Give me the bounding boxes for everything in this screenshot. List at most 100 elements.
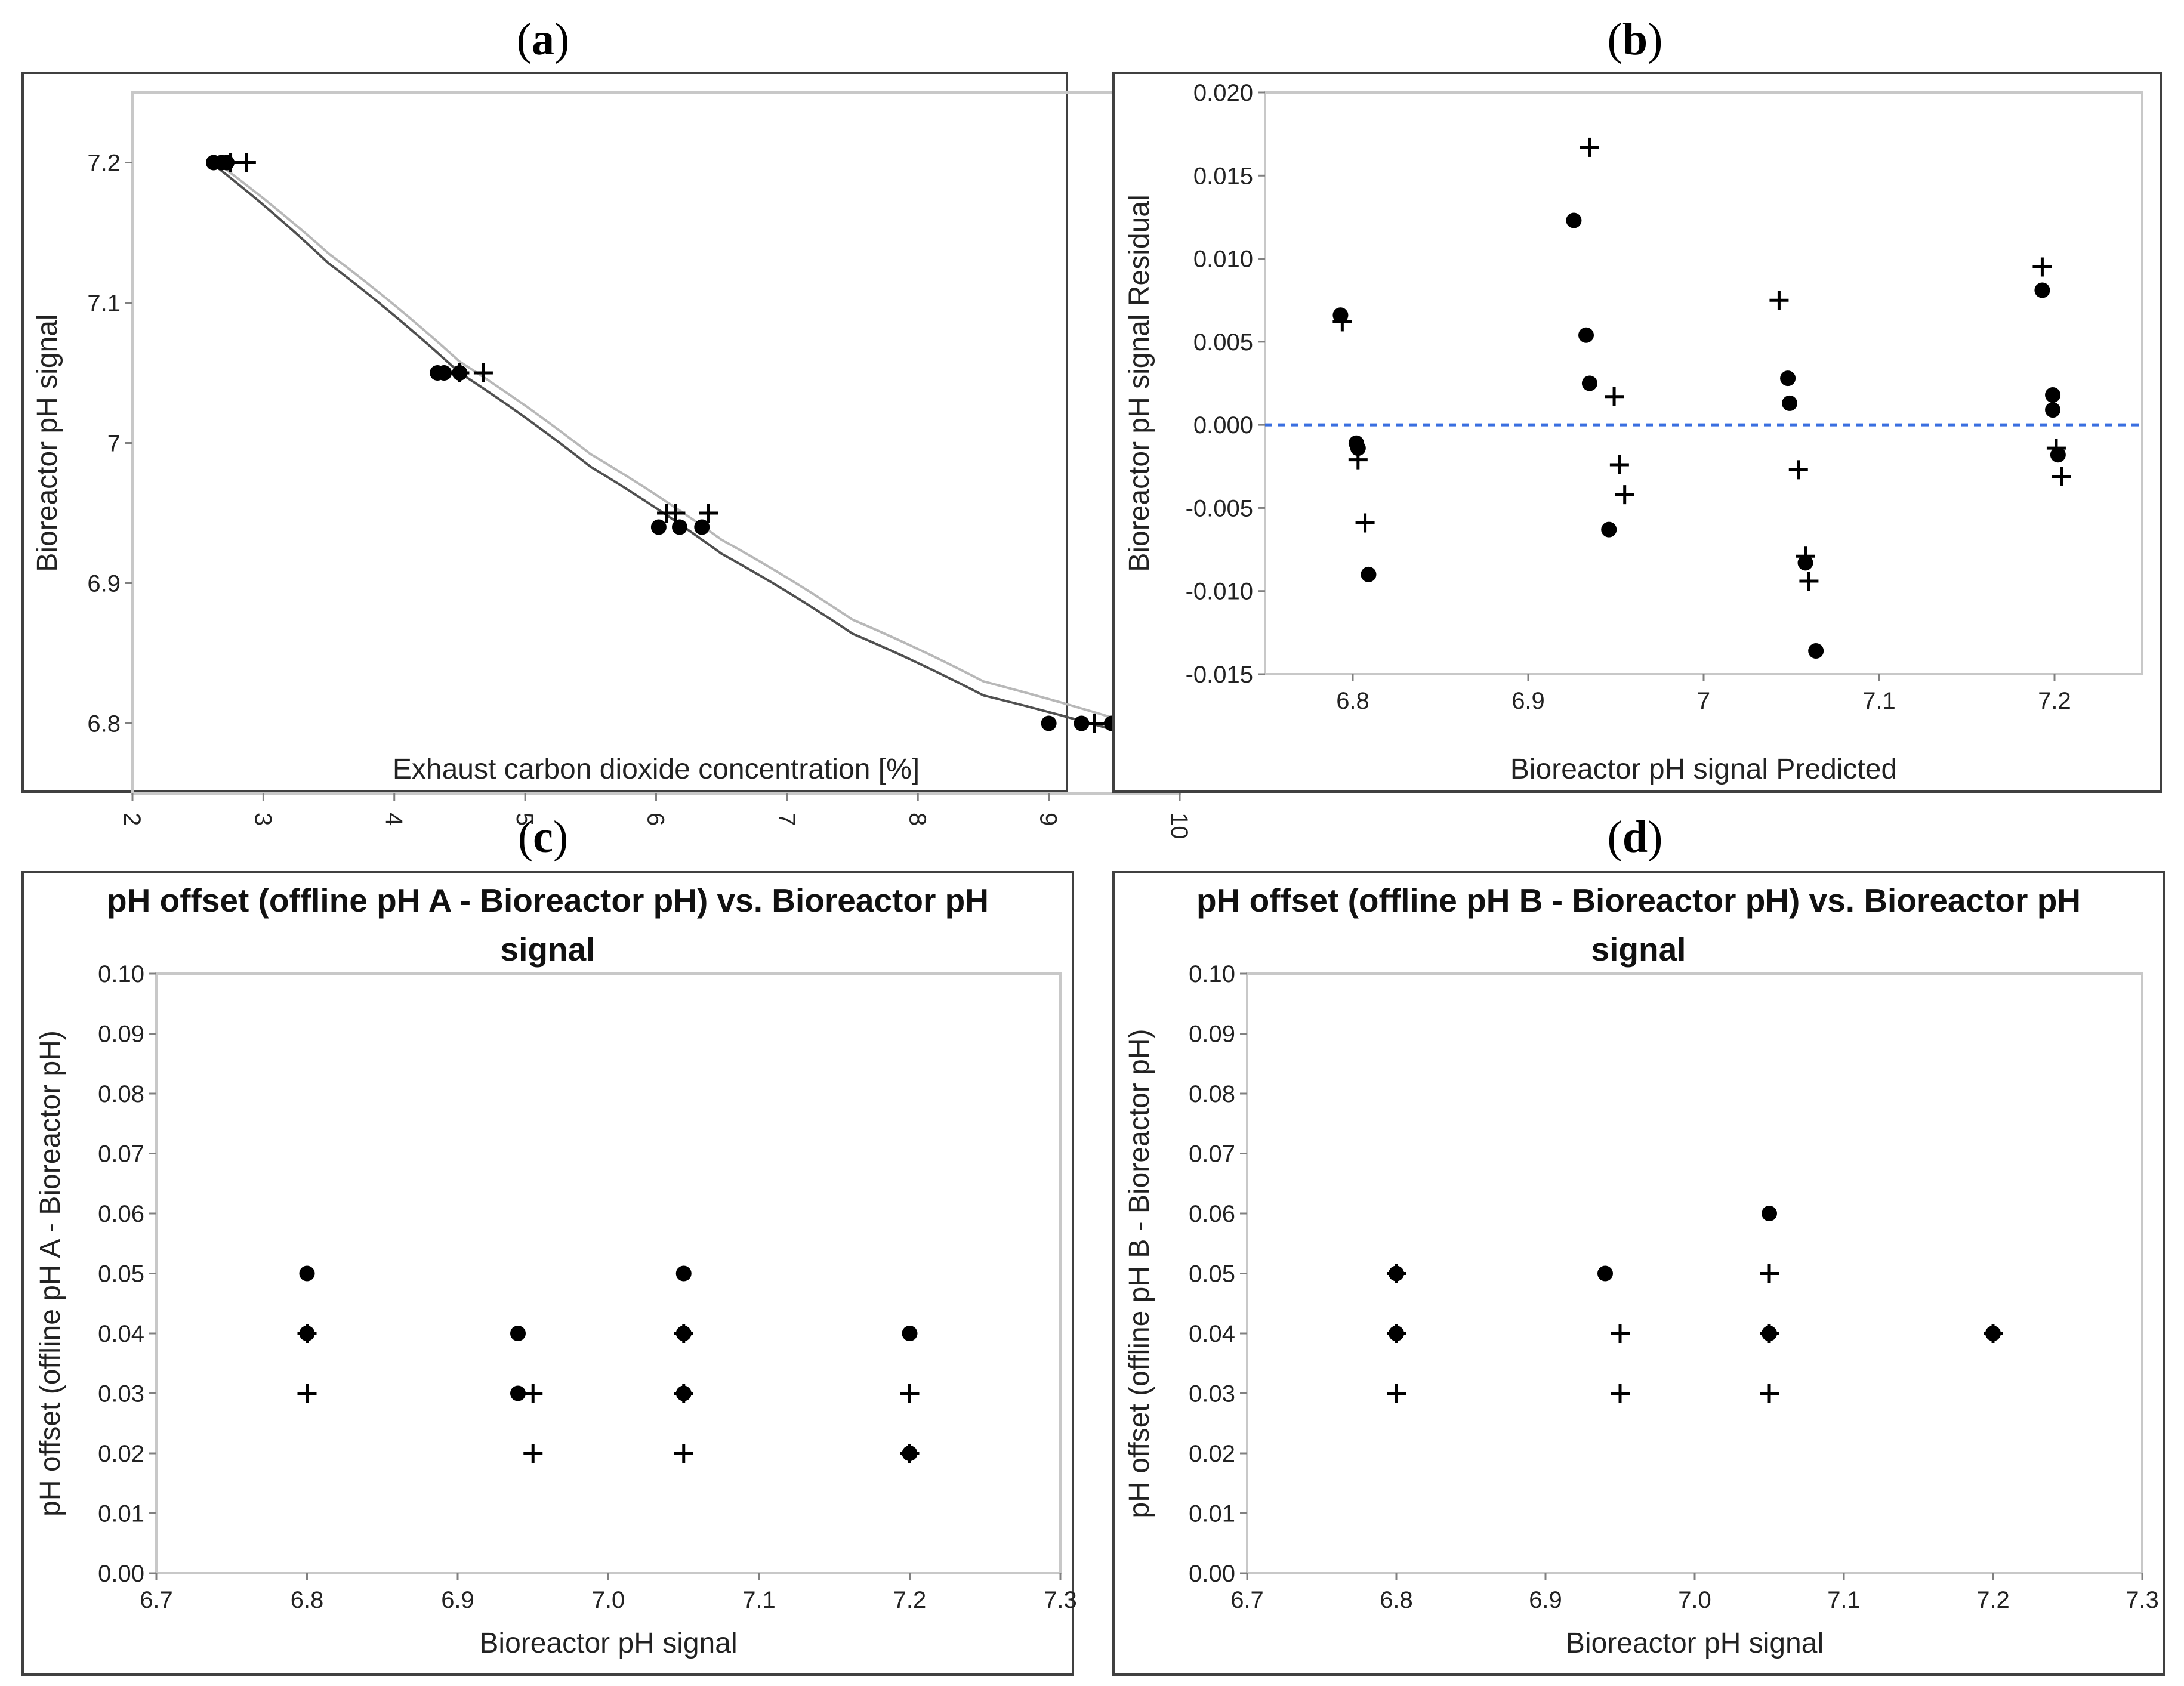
y-tick-label-d: 0.06 — [1189, 1201, 1235, 1227]
plus-point-b — [2052, 467, 2071, 486]
plus-point-d — [1984, 1324, 2003, 1343]
x-axis-title-a: Exhaust carbon dioxide concentration [%] — [393, 754, 920, 785]
circle-point-c — [675, 1265, 692, 1282]
plus-point-d — [1760, 1264, 1779, 1283]
y-axis-title-c: pH offset (offline pH A - Bioreactor pH) — [35, 1030, 66, 1517]
circle-point-a — [650, 519, 667, 535]
circle-point-c — [299, 1265, 315, 1282]
x-tick-label-d: 7.0 — [1678, 1587, 1711, 1613]
y-tick-label-d: 0.01 — [1189, 1501, 1235, 1527]
y-tick-label-b: 0.005 — [1193, 329, 1253, 356]
plus-point-c — [674, 1444, 693, 1463]
y-tick-label-a: 7.2 — [87, 150, 121, 177]
y-tick-label-c: 0.05 — [98, 1261, 144, 1287]
panel-label-c: (c) — [517, 812, 569, 862]
x-tick-label-c: 7.0 — [592, 1587, 625, 1613]
circle-point-a — [1041, 715, 1057, 731]
chart-frame-b — [1112, 72, 2162, 793]
panel-a: 2 3 4 5 6 7 8 9 10 6.8 6.9 7 7.1 7.2 Exhaust carbon di… — [21, 72, 1192, 839]
circle-point-b — [2045, 402, 2061, 418]
circle-point-b — [1361, 566, 1377, 582]
panel-c: pH offset (offline pH A - Bioreactor pH)… — [21, 871, 1077, 1676]
circle-point-b — [1808, 643, 1824, 659]
y-tick-label-d: 0.08 — [1189, 1081, 1235, 1107]
x-tick-label-a: 7 — [773, 813, 800, 826]
plus-point-b — [2032, 257, 2052, 277]
x-tick-label-a: 4 — [381, 813, 407, 826]
x-tick-label-b: 7.2 — [2038, 688, 2071, 714]
x-tick-label-a: 10 — [1166, 813, 1192, 839]
chart-frame-d — [1112, 871, 2165, 1676]
fit-dark-line — [210, 161, 1154, 743]
y-tick-label-b: 0.020 — [1193, 80, 1253, 106]
x-tick-label-a: 8 — [904, 813, 930, 826]
chart-title-c-line2: signal — [501, 931, 596, 968]
y-axis-title-d: pH offset (offline pH B - Bioreactor pH) — [1124, 1029, 1155, 1518]
y-tick-label-a: 6.8 — [87, 711, 121, 737]
plus-point-b — [1799, 572, 1819, 591]
y-tick-label-c: 0.09 — [98, 1021, 144, 1048]
plus-point-b — [1788, 460, 1808, 480]
chart-title-c-line1: pH offset (offline pH A - Bioreactor pH)… — [107, 882, 989, 919]
x-axis-title-c: Bioreactor pH signal — [479, 1628, 737, 1659]
x-tick-label-a: 9 — [1035, 813, 1062, 826]
circle-point-a — [671, 519, 687, 535]
x-tick-label-b: 6.8 — [1336, 688, 1369, 714]
x-tick-label-d: 7.3 — [2126, 1587, 2159, 1613]
plus-point-b — [1615, 485, 1634, 505]
y-tick-label-b: -0.005 — [1186, 495, 1253, 521]
circle-point-b — [1350, 440, 1366, 456]
y-tick-label-a: 6.9 — [87, 571, 121, 597]
plus-point-b — [1580, 137, 1599, 157]
plus-point-d — [1760, 1324, 1779, 1343]
x-tick-label-c: 7.1 — [742, 1587, 776, 1613]
plus-point-a — [699, 504, 718, 523]
panel-label-a: (a) — [516, 14, 570, 64]
x-tick-label-a: 6 — [643, 813, 669, 826]
y-tick-label-c: 0.04 — [98, 1321, 144, 1347]
circle-point-d — [1762, 1206, 1777, 1221]
circle-point-b — [1601, 521, 1617, 538]
circle-point-b — [1578, 327, 1594, 343]
plus-point-c — [674, 1384, 693, 1403]
circle-point-c — [510, 1385, 526, 1401]
y-tick-label-d: 0.07 — [1189, 1141, 1235, 1168]
plus-point-c — [900, 1384, 920, 1403]
x-tick-label-d: 6.7 — [1230, 1587, 1264, 1613]
y-tick-label-d: 0.05 — [1189, 1261, 1235, 1287]
plus-point-a — [666, 504, 686, 523]
y-axis-title-b: Bioreactor pH signal Residual — [1124, 194, 1155, 572]
plus-point-c — [674, 1324, 693, 1343]
y-tick-label-d: 0.04 — [1189, 1321, 1235, 1347]
x-tick-label-c: 6.7 — [140, 1587, 173, 1613]
plus-point-b — [1609, 455, 1629, 474]
x-tick-label-b: 7.1 — [1862, 688, 1896, 714]
plus-point-b — [1355, 513, 1375, 533]
y-tick-label-b: 0.010 — [1193, 246, 1253, 273]
plus-point-d — [1760, 1384, 1779, 1403]
plus-point-b — [1348, 450, 1368, 470]
circle-point-b — [1332, 307, 1349, 323]
y-tick-label-c: 0.03 — [98, 1381, 144, 1407]
x-tick-label-c: 6.9 — [441, 1587, 474, 1613]
circle-point-b — [1581, 375, 1597, 391]
circle-point-b — [1566, 212, 1582, 228]
fit-light-line — [210, 157, 1154, 732]
plus-point-b — [1796, 546, 1815, 566]
plus-point-a — [1085, 714, 1105, 733]
x-tick-label-b: 7 — [1697, 688, 1710, 714]
circle-point-d — [1597, 1265, 1613, 1282]
plus-point-b — [1605, 387, 1624, 406]
y-axis-title-a: Bioreactor pH signal — [32, 314, 63, 572]
plus-point-a — [473, 363, 493, 382]
y-tick-label-d: 0.10 — [1189, 961, 1235, 987]
plus-point-d — [1611, 1324, 1630, 1343]
x-axis-title-b: Bioreactor pH signal Predicted — [1510, 754, 1897, 785]
panel-b: 6.8 6.9 7 7.1 7.2 -0.015 -0.010 -0.005 0.000 0.00… — [1112, 72, 2162, 793]
plus-point-b — [1769, 291, 1789, 310]
circle-point-c — [902, 1326, 918, 1341]
plus-point-c — [297, 1324, 317, 1343]
y-tick-label-b: -0.010 — [1186, 579, 1253, 605]
x-tick-label-c: 6.8 — [291, 1587, 324, 1613]
